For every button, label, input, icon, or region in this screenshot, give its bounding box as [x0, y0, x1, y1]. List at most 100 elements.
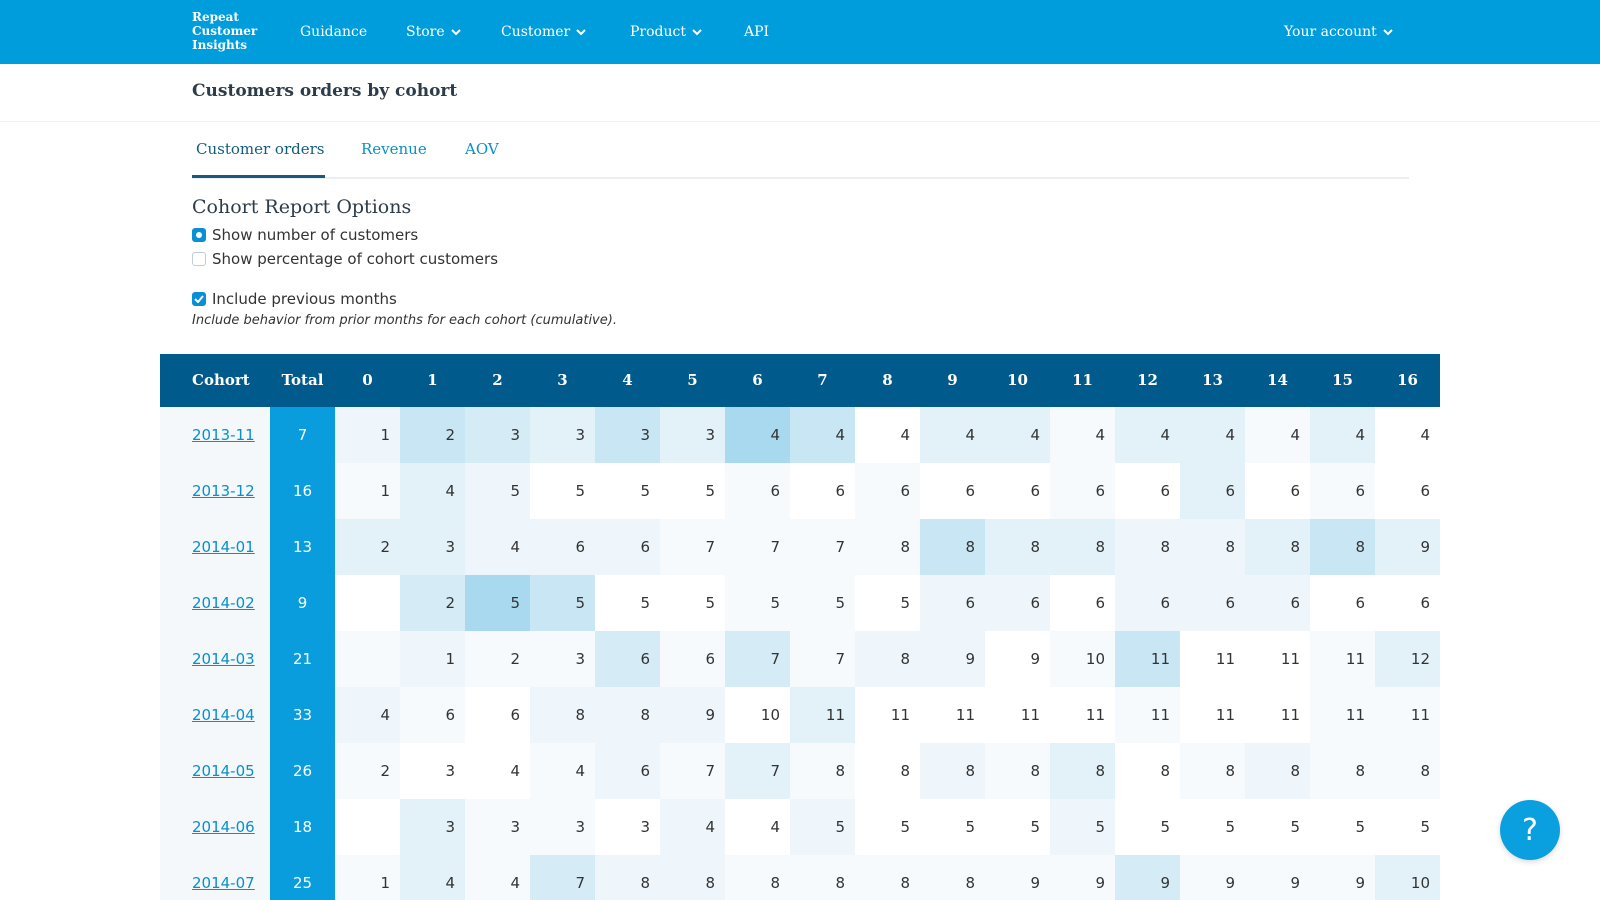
app-logo[interactable]: Repeat Customer Insights: [192, 10, 258, 52]
show-percentage-radio[interactable]: [192, 252, 206, 266]
nav-item-label: API: [744, 24, 770, 40]
help-button[interactable]: ?: [1500, 800, 1560, 860]
column-header-month[interactable]: 7: [817, 371, 828, 389]
column-header-month[interactable]: 0: [362, 371, 373, 389]
cohort-value-cell: 8: [660, 855, 725, 900]
cohort-value-cell: 7: [790, 631, 855, 687]
cohort-value-cell: 10: [1375, 855, 1440, 900]
cohort-value-cell: 5: [920, 799, 985, 855]
column-header-month[interactable]: 3: [557, 371, 568, 389]
column-header-month[interactable]: 6: [752, 371, 763, 389]
cohort-link[interactable]: 2013-11: [192, 426, 255, 444]
include-previous-option[interactable]: Include previous months: [192, 290, 397, 308]
include-previous-checkbox[interactable]: [192, 292, 206, 306]
cohort-link[interactable]: 2014-01: [192, 538, 255, 556]
cohort-value-cell: 4: [920, 407, 985, 463]
cohort-value-cell: [335, 575, 400, 631]
cohort-value-cell: 7: [725, 519, 790, 575]
tab-aov[interactable]: AOV: [465, 140, 499, 158]
cohort-value-cell: 5: [1115, 799, 1180, 855]
cohort-value-cell: 3: [465, 799, 530, 855]
cohort-value-cell: 7: [660, 743, 725, 799]
cohort-cell: 2014-03: [160, 631, 270, 687]
table-row: 2014-05 26 2 3 4 4 6 7 7 8 8 8 8 8 8 8 8 8 8: [160, 743, 1440, 799]
show-number-radio[interactable]: [192, 228, 206, 242]
cohort-value-cell: 3: [400, 519, 465, 575]
cohort-value-cell: 5: [1375, 799, 1440, 855]
table-row: 2014-01 13 2 3 4 6 6 7 7 7 8 8 8 8 8 8 8 8 9: [160, 519, 1440, 575]
tab-revenue[interactable]: Revenue: [361, 140, 427, 158]
column-header-month[interactable]: 13: [1202, 371, 1223, 389]
nav-item-product[interactable]: Product: [630, 22, 702, 42]
cohort-value-cell: 3: [595, 407, 660, 463]
column-header-month[interactable]: 1: [427, 371, 438, 389]
cohort-link[interactable]: 2014-07: [192, 874, 255, 892]
column-header-month[interactable]: 15: [1332, 371, 1353, 389]
column-header-month[interactable]: 5: [687, 371, 698, 389]
column-header-month[interactable]: 14: [1267, 371, 1288, 389]
show-number-option[interactable]: Show number of customers: [192, 226, 418, 244]
cohort-value-cell: 4: [1180, 407, 1245, 463]
cohort-value-cell: 6: [920, 463, 985, 519]
checkmark-icon: [194, 295, 204, 303]
cohort-value-cell: 4: [465, 855, 530, 900]
cohort-value-cell: 6: [595, 519, 660, 575]
column-header-cohort[interactable]: Cohort: [192, 371, 250, 389]
cohort-value-cell: 4: [465, 743, 530, 799]
cohort-value-cell: 5: [595, 575, 660, 631]
cohort-value-cell: 8: [725, 855, 790, 900]
cohort-value-cell: 1: [400, 631, 465, 687]
chevron-down-icon: [1383, 28, 1393, 36]
cohort-value-cell: 9: [1310, 855, 1375, 900]
cohort-link[interactable]: 2014-05: [192, 762, 255, 780]
cohort-cell: 2014-07: [160, 855, 270, 900]
show-percentage-option[interactable]: Show percentage of cohort customers: [192, 250, 498, 268]
cohort-value-cell: 11: [920, 687, 985, 743]
column-header-month[interactable]: 11: [1072, 371, 1093, 389]
column-header-total[interactable]: Total: [281, 371, 324, 389]
cohort-value-cell: 8: [920, 855, 985, 900]
column-header-month[interactable]: 9: [947, 371, 958, 389]
column-header-month[interactable]: 8: [882, 371, 893, 389]
tab-customer-orders[interactable]: Customer orders: [196, 140, 325, 158]
column-header-month[interactable]: 4: [622, 371, 633, 389]
column-header-month[interactable]: 10: [1007, 371, 1028, 389]
cohort-value-cell: 2: [465, 631, 530, 687]
cohort-value-cell: 11: [1310, 631, 1375, 687]
cohort-link[interactable]: 2013-12: [192, 482, 255, 500]
cohort-value-cell: 9: [1245, 855, 1310, 900]
account-menu[interactable]: Your account: [1284, 22, 1393, 42]
cohort-link[interactable]: 2014-06: [192, 818, 255, 836]
cohort-value-cell: 11: [855, 687, 920, 743]
cohort-value-cell: 2: [400, 407, 465, 463]
cohort-link[interactable]: 2014-04: [192, 706, 255, 724]
options-title: Cohort Report Options: [192, 196, 412, 218]
cohort-link[interactable]: 2014-02: [192, 594, 255, 612]
nav-item-store[interactable]: Store: [406, 22, 461, 42]
cohort-value-cell: 3: [400, 743, 465, 799]
cohort-value-cell: 3: [465, 407, 530, 463]
cohort-value-cell: 6: [1375, 575, 1440, 631]
cohort-value-cell: 11: [1115, 631, 1180, 687]
active-tab-indicator: [192, 175, 325, 178]
include-previous-label: Include previous months: [212, 290, 397, 308]
cohort-value-cell: 11: [1375, 687, 1440, 743]
column-header-month[interactable]: 16: [1397, 371, 1418, 389]
nav-item-customer[interactable]: Customer: [501, 22, 586, 42]
nav-item-api[interactable]: API: [744, 22, 769, 42]
table-row: 2014-02 9 2 5 5 5 5 5 5 5 6 6 6 6 6 6 6 6: [160, 575, 1440, 631]
cohort-value-cell: 6: [660, 631, 725, 687]
total-cell: 21: [270, 631, 335, 687]
cohort-value-cell: 6: [595, 743, 660, 799]
column-header-month[interactable]: 2: [492, 371, 503, 389]
cohort-value-cell: 9: [1050, 855, 1115, 900]
cohort-value-cell: 11: [985, 687, 1050, 743]
column-header-month[interactable]: 12: [1137, 371, 1158, 389]
cohort-value-cell: 1: [335, 407, 400, 463]
cohort-value-cell: 9: [985, 631, 1050, 687]
nav-item-guidance[interactable]: Guidance: [300, 22, 367, 42]
cohort-link[interactable]: 2014-03: [192, 650, 255, 668]
chevron-down-icon: [692, 28, 702, 36]
cohort-value-cell: 5: [1310, 799, 1375, 855]
show-number-label: Show number of customers: [212, 226, 419, 244]
